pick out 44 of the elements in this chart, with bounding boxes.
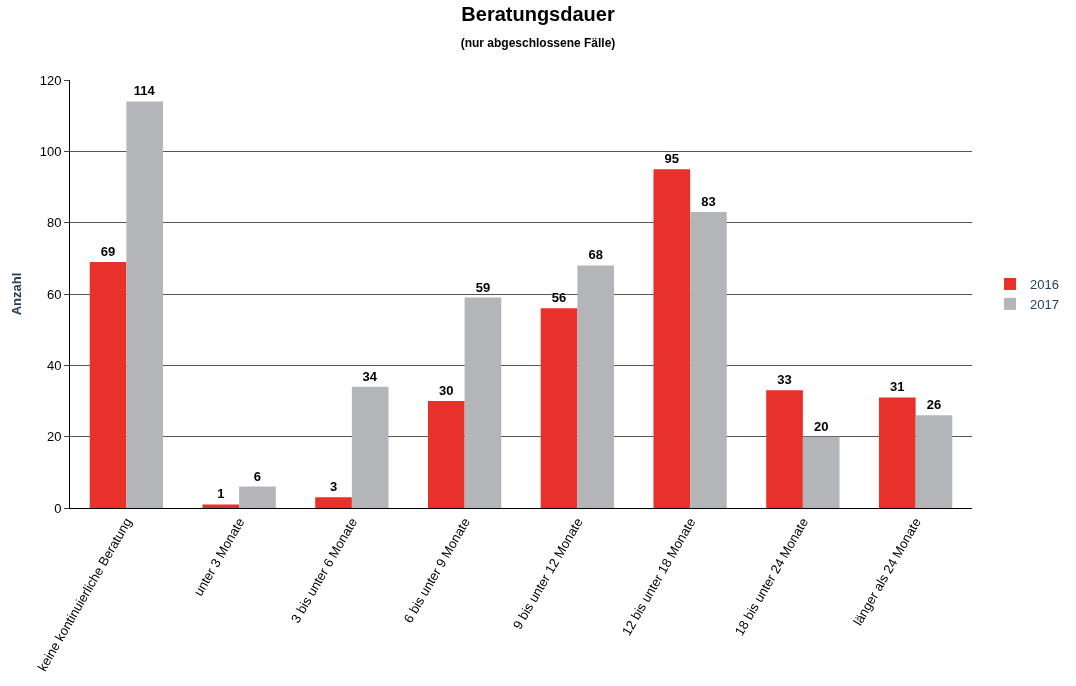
- y-tick-label: 20: [46, 429, 62, 445]
- chart-subtitle: (nur abgeschlossene Fälle): [460, 35, 616, 50]
- data-label: 30: [439, 383, 454, 398]
- y-tick-label: 120: [39, 72, 62, 88]
- data-label: 83: [701, 193, 716, 209]
- data-label: 56: [551, 290, 567, 306]
- bar: [690, 211, 727, 508]
- legend-label: 2017: [1030, 296, 1059, 312]
- data-label: 3: [329, 479, 338, 495]
- bar: [878, 397, 916, 508]
- bar: [577, 265, 615, 508]
- data-label: 1: [217, 486, 225, 502]
- bar: [766, 390, 803, 508]
- bar: [427, 401, 465, 508]
- data-label: 114: [133, 83, 156, 99]
- bar: [464, 297, 502, 508]
- bar: [653, 169, 691, 508]
- y-tick-label: 60: [46, 286, 62, 302]
- bar: [126, 101, 164, 508]
- data-label: 31: [890, 379, 905, 395]
- data-label: 33: [777, 372, 792, 388]
- data-label: 69: [100, 243, 116, 259]
- bar: [915, 415, 953, 508]
- data-label: 6: [253, 468, 262, 484]
- bar: [89, 261, 127, 508]
- y-tick-label: 100: [39, 143, 62, 159]
- bar: [540, 308, 578, 508]
- legend-label: 2016: [1030, 277, 1059, 293]
- y-tick-label: 80: [46, 215, 62, 231]
- data-label: 26: [926, 397, 942, 413]
- y-axis-title: Anzahl: [8, 272, 24, 316]
- data-label: 20: [813, 418, 829, 434]
- y-tick-label: 40: [46, 357, 62, 373]
- data-label: 95: [664, 151, 680, 167]
- bar: [315, 497, 352, 508]
- bar: [351, 386, 389, 508]
- bar: [239, 486, 276, 508]
- data-label: 68: [588, 247, 603, 263]
- chart-title: Beratungsdauer: [461, 2, 615, 25]
- bar: [802, 436, 840, 508]
- y-tick-label: 0: [54, 500, 62, 516]
- data-label: 59: [475, 279, 491, 295]
- bar: [202, 504, 240, 508]
- data-label: 34: [362, 368, 378, 384]
